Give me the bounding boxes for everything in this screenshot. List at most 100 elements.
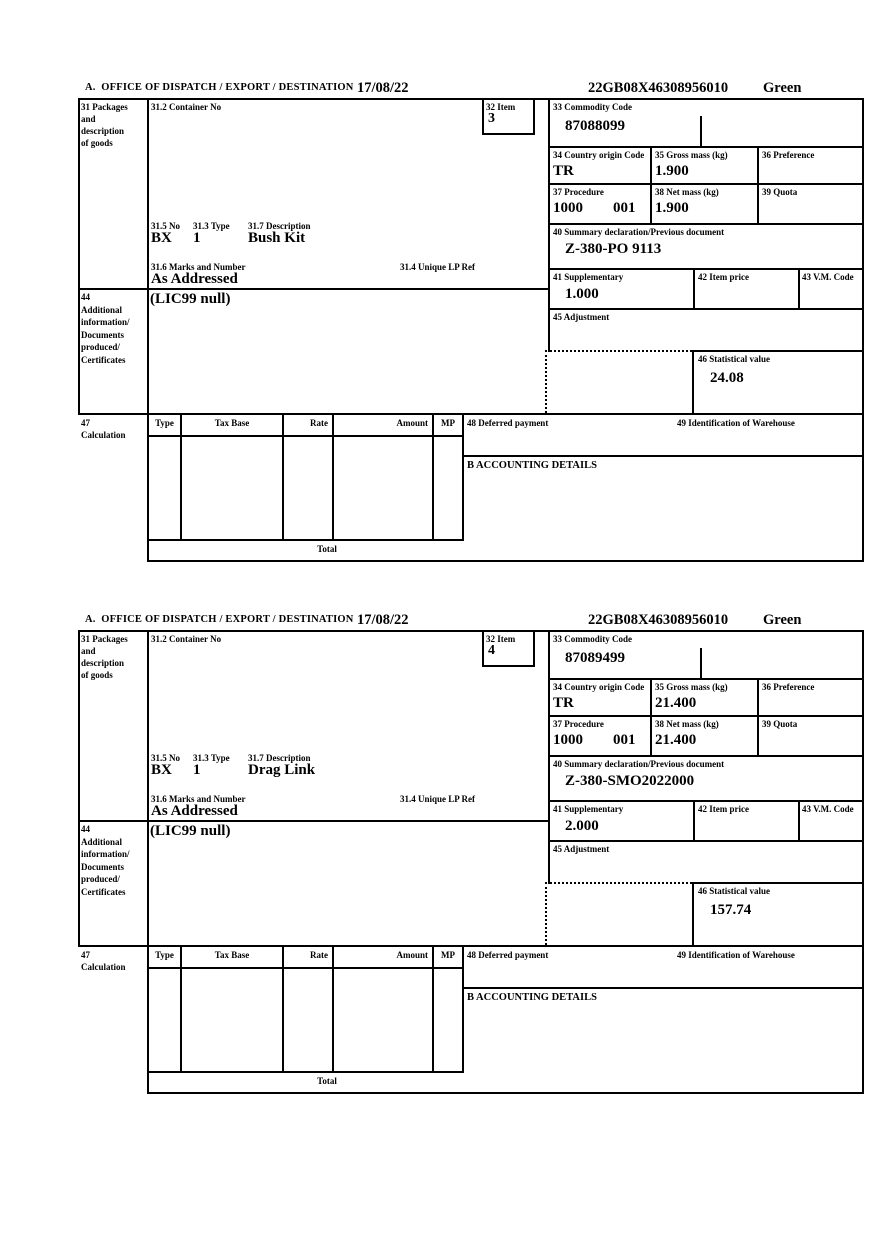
item-number-value: 4 bbox=[488, 643, 495, 658]
calc-amount-divider bbox=[432, 945, 434, 1071]
accounting-details-heading: B ACCOUNTING DETAILS bbox=[467, 992, 597, 1003]
calc-col-amount: Amount bbox=[396, 418, 428, 428]
box32-bottom-border bbox=[482, 133, 535, 135]
box32-right-border bbox=[533, 630, 535, 665]
commodity-code-value: 87089499 bbox=[565, 650, 625, 666]
calc-rate-divider bbox=[332, 945, 334, 1071]
box47-top-border bbox=[78, 945, 864, 947]
box46-top-border bbox=[692, 882, 864, 884]
box48-label: 48 Deferred payment bbox=[467, 950, 549, 960]
table-top-border bbox=[78, 98, 864, 100]
center-column-divider bbox=[548, 630, 550, 884]
declaration-date: 17/08/22 bbox=[357, 80, 409, 96]
adjustment-dotted-h-line bbox=[545, 882, 692, 884]
calc-col-mp: MP bbox=[441, 418, 455, 428]
gross-mass-value: 21.400 bbox=[655, 695, 697, 711]
box46-label: 46 Statistical value bbox=[698, 354, 770, 364]
box36-label: 36 Preference bbox=[762, 682, 815, 692]
country-origin-value: TR bbox=[553, 695, 574, 711]
calc-taxbase-divider bbox=[282, 413, 284, 539]
box31-2-label: 31.2 Container No bbox=[151, 102, 222, 112]
box47-top-border bbox=[78, 413, 864, 415]
commodity-code-value: 87088099 bbox=[565, 118, 625, 134]
box37-label: 37 Procedure bbox=[553, 187, 604, 197]
package-type-value: 1 bbox=[193, 230, 201, 246]
box35-label: 35 Gross mass (kg) bbox=[655, 682, 728, 692]
box45-top-border bbox=[548, 840, 864, 842]
box41-42-divider bbox=[693, 800, 695, 840]
box41-top-border bbox=[548, 800, 864, 802]
net-mass-value: 21.400 bbox=[655, 732, 697, 748]
box39-label: 39 Quota bbox=[762, 719, 798, 729]
table-left-border bbox=[78, 630, 80, 947]
calc-taxbase-divider bbox=[282, 945, 284, 1071]
goods-description-value: Bush Kit bbox=[248, 230, 306, 246]
box40-top-border bbox=[548, 223, 864, 225]
box40-top-border bbox=[548, 755, 864, 757]
box34-label: 34 Country origin Code bbox=[553, 682, 645, 692]
goods-description-value: Drag Link bbox=[248, 762, 316, 778]
box43-label: 43 V.M. Code bbox=[802, 804, 854, 814]
table-right-border bbox=[862, 630, 864, 1094]
box44-label: 44 Additional information/ Documents pro… bbox=[81, 824, 130, 897]
additional-info-value: (LIC99 null) bbox=[150, 823, 231, 839]
procedure-value: 1000 bbox=[553, 732, 583, 748]
box46-left-border bbox=[692, 882, 694, 945]
center-column-divider bbox=[548, 98, 550, 352]
calc-col-mp: MP bbox=[441, 950, 455, 960]
box40-label: 40 Summary declaration/Previous document bbox=[553, 227, 725, 237]
box48-label: 48 Deferred payment bbox=[467, 418, 549, 428]
box45-label: 45 Adjustment bbox=[553, 844, 610, 854]
route-status: Green bbox=[763, 612, 802, 628]
box34-label: 34 Country origin Code bbox=[553, 150, 645, 160]
calc-amount-divider bbox=[432, 413, 434, 539]
statistical-value: 157.74 bbox=[710, 902, 752, 918]
calc-col-amount: Amount bbox=[396, 950, 428, 960]
box44-top-border bbox=[78, 288, 550, 290]
declaration-item-section: A. OFFICE OF DISPATCH / EXPORT / DESTINA… bbox=[0, 612, 882, 1094]
box35-36-divider bbox=[757, 146, 759, 223]
section-heading: A. OFFICE OF DISPATCH / EXPORT / DESTINA… bbox=[85, 82, 354, 93]
calc-mp-right-border bbox=[462, 413, 464, 539]
calc-col-rate: Rate bbox=[310, 418, 328, 428]
box31-6-label: 31.6 Marks and Number bbox=[151, 262, 246, 272]
box42-label: 42 Item price bbox=[698, 804, 749, 814]
package-type-value: 1 bbox=[193, 762, 201, 778]
box46-label: 46 Statistical value bbox=[698, 886, 770, 896]
box42-43-divider bbox=[798, 268, 800, 308]
box41-label: 41 Supplementary bbox=[553, 804, 624, 814]
box41-top-border bbox=[548, 268, 864, 270]
box32-label: 32 Item bbox=[486, 634, 516, 644]
table-bottom-border bbox=[147, 1092, 864, 1094]
adjustment-dotted-v-line bbox=[545, 350, 547, 413]
box43-label: 43 V.M. Code bbox=[802, 272, 854, 282]
previous-document-value: Z-380-PO 9113 bbox=[565, 241, 662, 257]
calc-mp-right-border bbox=[462, 945, 464, 1071]
section-heading: A. OFFICE OF DISPATCH / EXPORT / DESTINA… bbox=[85, 614, 354, 625]
box39-label: 39 Quota bbox=[762, 187, 798, 197]
box44-label: 44 Additional information/ Documents pro… bbox=[81, 292, 130, 365]
total-row-top-border bbox=[147, 1071, 464, 1073]
total-label: Total bbox=[317, 1076, 337, 1086]
box32-left-border bbox=[482, 98, 484, 133]
box31-7-label: 31.7 Description bbox=[248, 753, 311, 763]
box33-bottom-border bbox=[548, 678, 864, 680]
label-column-divider bbox=[147, 98, 149, 562]
declaration-item-section: A. OFFICE OF DISPATCH / EXPORT / DESTINA… bbox=[0, 80, 882, 562]
box47-label: 47 Calculation bbox=[81, 950, 126, 972]
box31-4-label: 31.4 Unique LP Ref bbox=[400, 794, 476, 804]
mrn-number: 22GB08X46308956010 bbox=[588, 80, 729, 96]
accounting-top-border bbox=[462, 455, 864, 457]
box34-35-divider bbox=[650, 146, 652, 223]
previous-document-value: Z-380-SMO2022000 bbox=[565, 773, 695, 789]
calc-col-taxbase: Tax Base bbox=[214, 950, 250, 960]
box31-3-label: 31.3 Type bbox=[193, 221, 230, 231]
supplementary-units-value: 2.000 bbox=[565, 818, 599, 834]
declaration-date: 17/08/22 bbox=[357, 612, 409, 628]
package-no-value: BX bbox=[151, 762, 172, 778]
table-top-border bbox=[78, 630, 864, 632]
table-left-border bbox=[78, 98, 80, 415]
calc-header-bottom-border bbox=[147, 435, 464, 437]
box45-top-border bbox=[548, 308, 864, 310]
